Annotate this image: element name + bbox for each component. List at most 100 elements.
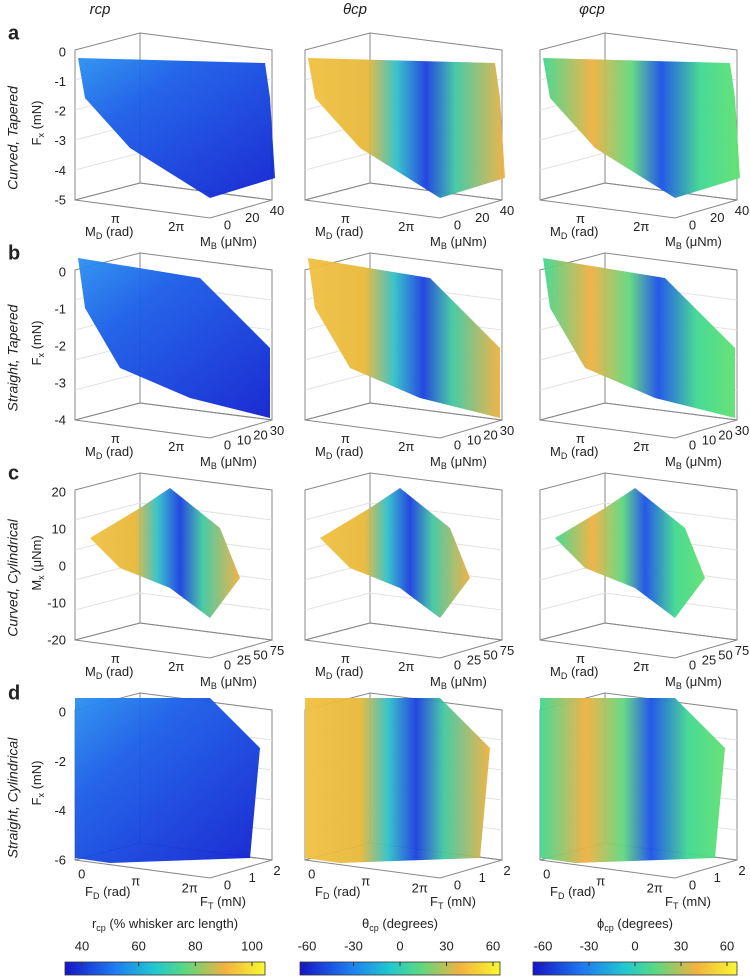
label-subscript: D xyxy=(561,671,568,681)
x-tick-label: π xyxy=(596,874,605,889)
label-unit: (rad) xyxy=(567,224,598,239)
label-symbol: M xyxy=(665,234,676,249)
label-unit: (mN) xyxy=(29,321,44,354)
colorbar-tick-label: 80 xyxy=(188,938,202,953)
floor xyxy=(74,622,273,659)
z-tick-label: -3 xyxy=(54,375,66,390)
x-tick-label: 2π xyxy=(398,439,414,454)
label-symbol: F xyxy=(315,884,323,899)
y-tick-label: 50 xyxy=(253,648,267,663)
surface xyxy=(75,698,260,863)
colorbar-tick-label: -30 xyxy=(344,938,363,953)
label-unit: (μNm) xyxy=(447,454,487,469)
grid-line xyxy=(74,592,141,611)
z-tick-label: 10 xyxy=(52,521,66,536)
row-letter: b xyxy=(8,242,20,264)
label-subscript: x xyxy=(36,575,46,580)
label-unit: (rad) xyxy=(332,664,363,679)
z-tick-label: -3 xyxy=(54,133,66,148)
x-axis-label: FD (rad) xyxy=(550,884,596,901)
y-tick-label: 0 xyxy=(689,437,696,452)
z-tick-label: 20 xyxy=(52,484,66,499)
label-symbol: M xyxy=(200,454,211,469)
surface xyxy=(543,258,735,418)
axes-3d xyxy=(304,472,503,659)
x-tick-label: π xyxy=(341,431,350,446)
z-tick-label: -4 xyxy=(54,412,66,427)
surface xyxy=(78,58,275,198)
y-tick-label: 20 xyxy=(718,428,732,443)
label-symbol: ϕ xyxy=(597,916,604,931)
y-tick-label: 30 xyxy=(270,423,284,438)
floor xyxy=(74,402,273,439)
x-axis-label: MD (rad) xyxy=(315,664,363,681)
label-symbol: M xyxy=(85,224,96,239)
colorbar-label: ϕcp (degrees) xyxy=(597,916,673,933)
y-tick-label: 75 xyxy=(735,643,749,658)
x-tick-label: 2π xyxy=(168,439,184,454)
surface xyxy=(78,258,270,418)
x-tick-label: π xyxy=(111,211,120,226)
y-axis-label: MB (μNm) xyxy=(665,674,722,691)
label-symbol: F xyxy=(29,137,44,145)
label-subscript: x xyxy=(36,353,46,358)
z-tick-label: -20 xyxy=(47,632,66,647)
y-tick-label: 1 xyxy=(714,870,721,885)
label-subscript: B xyxy=(441,241,447,251)
z-axis-label: Fx (mN) xyxy=(29,321,46,366)
label-unit: (μNm) xyxy=(682,454,722,469)
x-tick-label: π xyxy=(111,651,120,666)
label-unit: (μNm) xyxy=(682,234,722,249)
grid-line xyxy=(74,152,141,171)
label-unit: (μNm) xyxy=(447,234,487,249)
surface xyxy=(543,58,740,198)
y-tick-label: 0 xyxy=(454,437,461,452)
x-tick-label: 2π xyxy=(647,881,663,896)
y-tick-label: 20 xyxy=(253,428,267,443)
surface xyxy=(308,258,500,418)
x-tick-label: 2π xyxy=(398,659,414,674)
y-tick-label: 2 xyxy=(503,863,510,878)
label-unit: (mN) xyxy=(29,101,44,134)
colorbar-tick-label: 60 xyxy=(486,938,500,953)
label-subscript: D xyxy=(561,231,568,241)
grid-line xyxy=(304,152,371,171)
colorbar-tick-label: 40 xyxy=(75,938,89,953)
x-tick-label: 2π xyxy=(633,439,649,454)
axes-3d xyxy=(304,32,505,219)
label-unit: (μNm) xyxy=(217,234,257,249)
y-tick-label: 40 xyxy=(500,203,514,218)
label-subscript: cp xyxy=(96,923,106,933)
label-unit: (μNm) xyxy=(682,674,722,689)
label-unit: (rad) xyxy=(102,224,133,239)
label-symbol: M xyxy=(550,664,561,679)
row-letter: a xyxy=(8,22,20,44)
label-symbol: M xyxy=(85,664,96,679)
colorbar-tick-label: 0 xyxy=(631,938,638,953)
label-unit: (rad) xyxy=(102,664,133,679)
label-symbol: F xyxy=(29,797,44,805)
y-tick-label: 40 xyxy=(270,203,284,218)
label-unit: (μNm) xyxy=(217,674,257,689)
x-tick-label: π xyxy=(576,211,585,226)
row-label: Curved, Cylindrical xyxy=(5,518,21,636)
z-axis-label: Mx (μNm) xyxy=(29,535,46,590)
label-symbol: θ xyxy=(362,916,369,931)
x-tick-label: 0 xyxy=(78,866,85,881)
axes-3d xyxy=(539,252,738,439)
y-tick-label: 10 xyxy=(237,432,251,447)
y-axis-label: FT (mN) xyxy=(200,894,246,911)
y-tick-label: 0 xyxy=(454,217,461,232)
label-subscript: B xyxy=(211,461,217,471)
grid-line xyxy=(539,152,606,171)
label-subscript: D xyxy=(326,451,333,461)
grid-line xyxy=(74,372,141,391)
label-symbol: F xyxy=(665,894,673,909)
y-tick-label: 1 xyxy=(479,870,486,885)
label-symbol: M xyxy=(550,224,561,239)
label-unit: (mN) xyxy=(443,894,476,909)
label-subscript: T xyxy=(673,901,679,911)
label-symbol: F xyxy=(430,894,438,909)
y-axis-label: MB (μNm) xyxy=(200,674,257,691)
label-symbol: M xyxy=(200,234,211,249)
